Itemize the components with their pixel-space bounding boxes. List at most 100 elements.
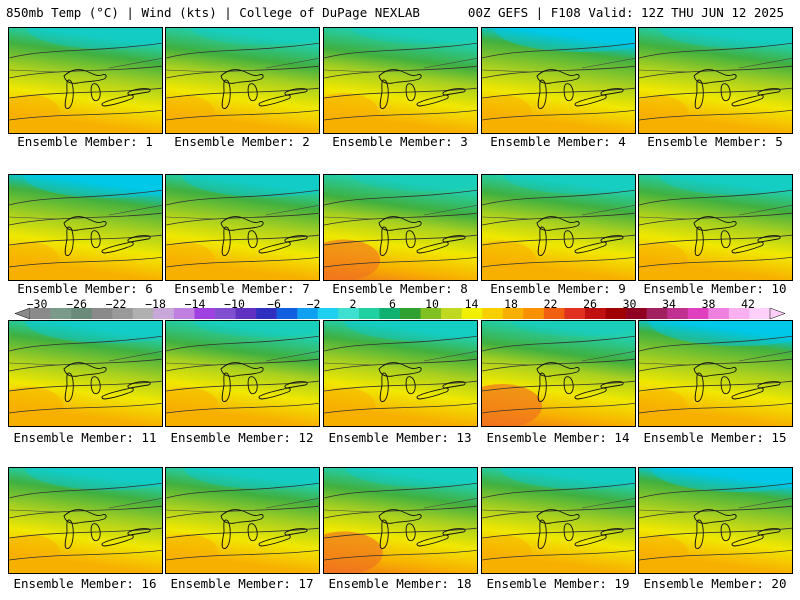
colorbar-swatch xyxy=(523,308,545,319)
colorbar-swatch xyxy=(482,308,504,319)
colorbar-swatch xyxy=(441,308,462,319)
colorbar-swatch xyxy=(30,308,51,319)
ensemble-member-label: Ensemble Member: 12 xyxy=(170,430,314,445)
colorbar-swatch xyxy=(646,308,668,319)
colorbar-tick-label: −14 xyxy=(184,297,206,311)
ensemble-map-10 xyxy=(639,175,792,280)
ensemble-map-17 xyxy=(166,468,319,573)
ensemble-member-label: Ensemble Member: 20 xyxy=(643,576,787,591)
colorbar-swatch xyxy=(338,308,360,319)
colorbar-tick-label: −26 xyxy=(66,297,87,311)
ensemble-member-label: Ensemble Member: 16 xyxy=(13,576,157,591)
ensemble-map-5 xyxy=(639,28,792,133)
ensemble-map-1 xyxy=(9,28,162,133)
ensemble-panel xyxy=(481,320,636,427)
ensemble-member-label: Ensemble Member: 14 xyxy=(486,430,630,445)
colorbar-swatch xyxy=(256,308,277,319)
ensemble-member-label: Ensemble Member: 15 xyxy=(643,430,787,445)
colorbar-swatch xyxy=(276,308,298,319)
ensemble-map-4 xyxy=(482,28,635,133)
ensemble-map-13 xyxy=(324,321,477,426)
ensemble-map-12 xyxy=(166,321,319,426)
ensemble-panel xyxy=(481,174,636,281)
temperature-colorbar xyxy=(15,308,785,319)
ensemble-panel xyxy=(323,27,478,134)
colorbar-tick-label: −6 xyxy=(267,297,281,311)
colorbar-swatch xyxy=(585,308,606,319)
colorbar-tick-label: 10 xyxy=(425,297,439,311)
ensemble-panel xyxy=(8,467,163,574)
colorbar-tick-label: 14 xyxy=(464,297,479,311)
ensemble-member-label: Ensemble Member: 8 xyxy=(332,281,468,296)
ensemble-panel xyxy=(8,320,163,427)
ensemble-map-6 xyxy=(9,175,162,280)
colorbar-swatch xyxy=(194,308,216,319)
ensemble-member-label: Ensemble Member: 13 xyxy=(328,430,472,445)
ensemble-panel xyxy=(165,174,320,281)
ensemble-map-2 xyxy=(166,28,319,133)
colorbar-tick-label: 18 xyxy=(504,297,518,311)
ensemble-map-14 xyxy=(482,321,635,426)
ensemble-map-18 xyxy=(324,468,477,573)
colorbar-tick-label: −2 xyxy=(306,297,321,311)
ensemble-map-7 xyxy=(166,175,319,280)
ensemble-panel xyxy=(8,27,163,134)
colorbar-swatch xyxy=(297,308,319,319)
colorbar-tick-label: 30 xyxy=(622,297,637,311)
colorbar-tick-label: 6 xyxy=(389,297,396,311)
ensemble-map-15 xyxy=(639,321,792,426)
colorbar-swatch xyxy=(358,308,380,319)
colorbar-swatch xyxy=(667,308,689,319)
ensemble-member-label: Ensemble Member: 7 xyxy=(174,281,310,296)
colorbar-swatch xyxy=(317,308,339,319)
ensemble-panel xyxy=(638,320,793,427)
ensemble-panel xyxy=(165,27,320,134)
ensemble-panel xyxy=(165,320,320,427)
colorbar-swatch xyxy=(379,308,401,319)
ensemble-panel xyxy=(638,27,793,134)
ensemble-panel xyxy=(165,467,320,574)
ensemble-panel xyxy=(323,174,478,281)
ensemble-panel xyxy=(323,467,478,574)
ensemble-member-label: Ensemble Member: 11 xyxy=(13,430,157,445)
colorbar-tick-label: −18 xyxy=(145,297,166,311)
colorbar-tick-label: −22 xyxy=(105,297,127,311)
colorbar-swatch xyxy=(420,308,442,319)
map-title: 850mb Temp (°C) | Wind (kts) | College o… xyxy=(6,5,420,20)
colorbar-swatch xyxy=(543,308,565,319)
colorbar-arrow-right xyxy=(769,308,785,319)
colorbar-swatch xyxy=(564,308,586,319)
ensemble-member-label: Ensemble Member: 10 xyxy=(643,281,787,296)
ensemble-member-label: Ensemble Member: 18 xyxy=(328,576,472,591)
ensemble-panel xyxy=(638,174,793,281)
colorbar-swatch xyxy=(605,308,627,319)
ensemble-map-11 xyxy=(9,321,162,426)
ensemble-panel xyxy=(8,174,163,281)
ensemble-map-20 xyxy=(639,468,792,573)
ensemble-panel xyxy=(481,27,636,134)
colorbar-swatch xyxy=(71,308,92,319)
ensemble-member-label: Ensemble Member: 5 xyxy=(647,134,783,149)
ensemble-panel xyxy=(323,320,478,427)
ensemble-member-label: Ensemble Member: 2 xyxy=(174,134,310,149)
ensemble-map-19 xyxy=(482,468,635,573)
ensemble-member-label: Ensemble Member: 4 xyxy=(490,134,626,149)
colorbar-tick-label: 38 xyxy=(701,297,716,311)
ensemble-member-label: Ensemble Member: 6 xyxy=(17,281,153,296)
ensemble-panel xyxy=(638,467,793,574)
colorbar-swatch xyxy=(153,308,175,319)
colorbar-swatch xyxy=(502,308,524,319)
colorbar-tick-label: −10 xyxy=(224,297,245,311)
ensemble-member-label: Ensemble Member: 3 xyxy=(332,134,468,149)
colorbar-swatch xyxy=(749,308,771,319)
ensemble-member-label: Ensemble Member: 9 xyxy=(490,281,626,296)
run-valid-time: 00Z GEFS | F108 Valid: 12Z THU JUN 12 20… xyxy=(467,5,784,20)
ensemble-map-16 xyxy=(9,468,162,573)
colorbar-tick-label: 42 xyxy=(741,297,755,311)
colorbar-swatch xyxy=(461,308,483,319)
ensemble-map-9 xyxy=(482,175,635,280)
ensemble-member-label: Ensemble Member: 17 xyxy=(170,576,314,591)
colorbar-swatch xyxy=(215,308,236,319)
colorbar-swatch xyxy=(235,308,257,319)
ensemble-map-3 xyxy=(324,28,477,133)
